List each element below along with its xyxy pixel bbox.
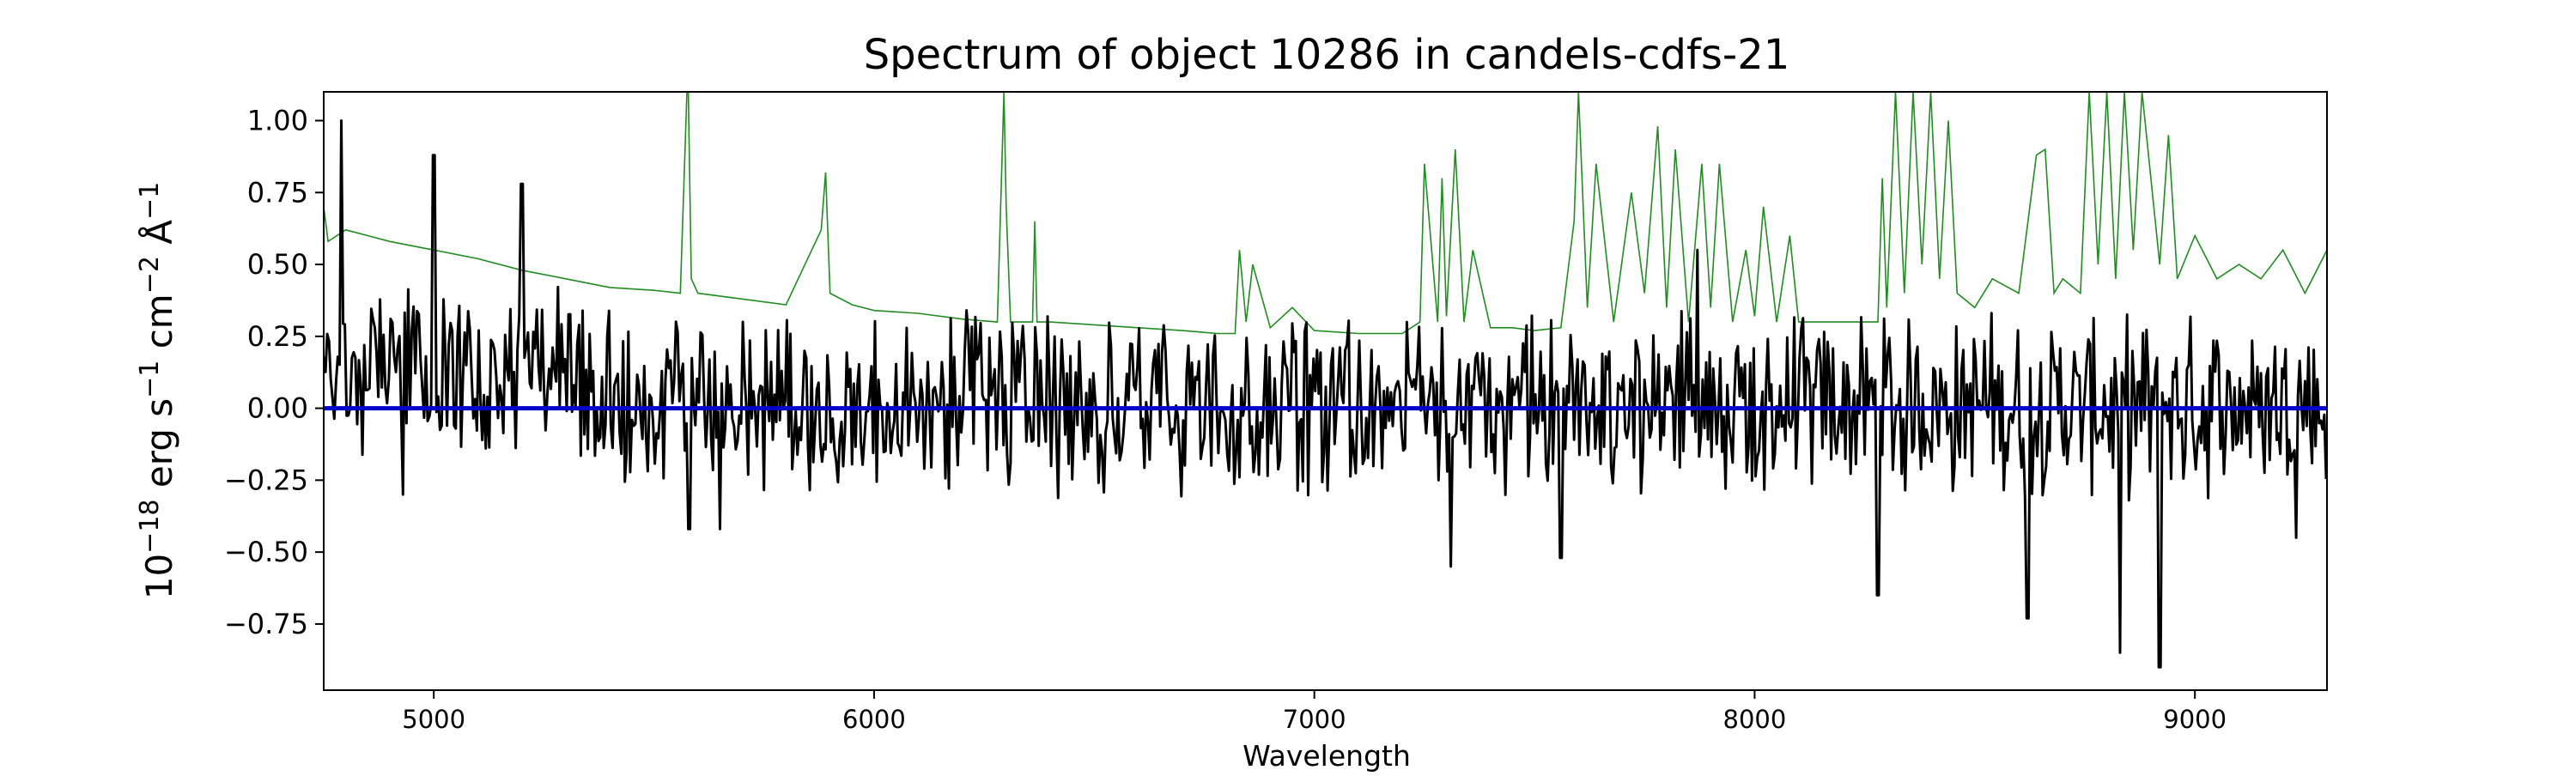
y-tick-label: 1.00: [247, 105, 308, 137]
y-tick-label: 0.25: [247, 320, 308, 353]
y-tick-label: 0.75: [247, 176, 308, 209]
series-layer: [324, 92, 2327, 669]
x-axis-ticks: 5000 6000 7000 8000 9000: [402, 690, 2227, 734]
y-label-exponent: −1: [135, 182, 165, 220]
y-tick-label: −0.75: [224, 608, 308, 640]
x-tick-label: 5000: [402, 705, 465, 734]
x-axis-label: Wavelength: [1242, 739, 1411, 773]
y-tick-label: 0.50: [247, 248, 308, 281]
y-tick-label: −0.25: [224, 464, 308, 496]
chart-title: Spectrum of object 10286 in candels-cdfs…: [864, 31, 1790, 79]
plot-area: [323, 91, 2328, 691]
y-label-unit: Å: [137, 220, 180, 256]
y-axis-label: 10−18 erg s−1 cm−2 Å−1: [135, 182, 180, 600]
y-axis-ticks: −0.75 −0.50 −0.25 0.00 0.25 0.50 0.75 1.00: [224, 105, 324, 640]
y-label-unit: erg s: [138, 398, 180, 500]
x-tick-label: 8000: [1723, 705, 1787, 734]
y-tick-label: −0.50: [224, 536, 308, 568]
y-label-exponent: −18: [135, 500, 165, 554]
y-label-exponent: −1: [135, 361, 165, 398]
x-tick-label: 6000: [842, 705, 906, 734]
axes-frame: [323, 91, 2328, 691]
y-tick-label: 0.00: [247, 392, 308, 425]
error-spectrum-line: [324, 92, 2327, 335]
x-tick-label: 9000: [2163, 705, 2227, 734]
flux-spectrum-line: [324, 119, 2327, 669]
y-label-unit: 10: [138, 554, 180, 599]
x-tick-label: 7000: [1283, 705, 1346, 734]
y-label-exponent: −2: [135, 256, 165, 294]
y-label-unit: cm: [138, 294, 180, 360]
